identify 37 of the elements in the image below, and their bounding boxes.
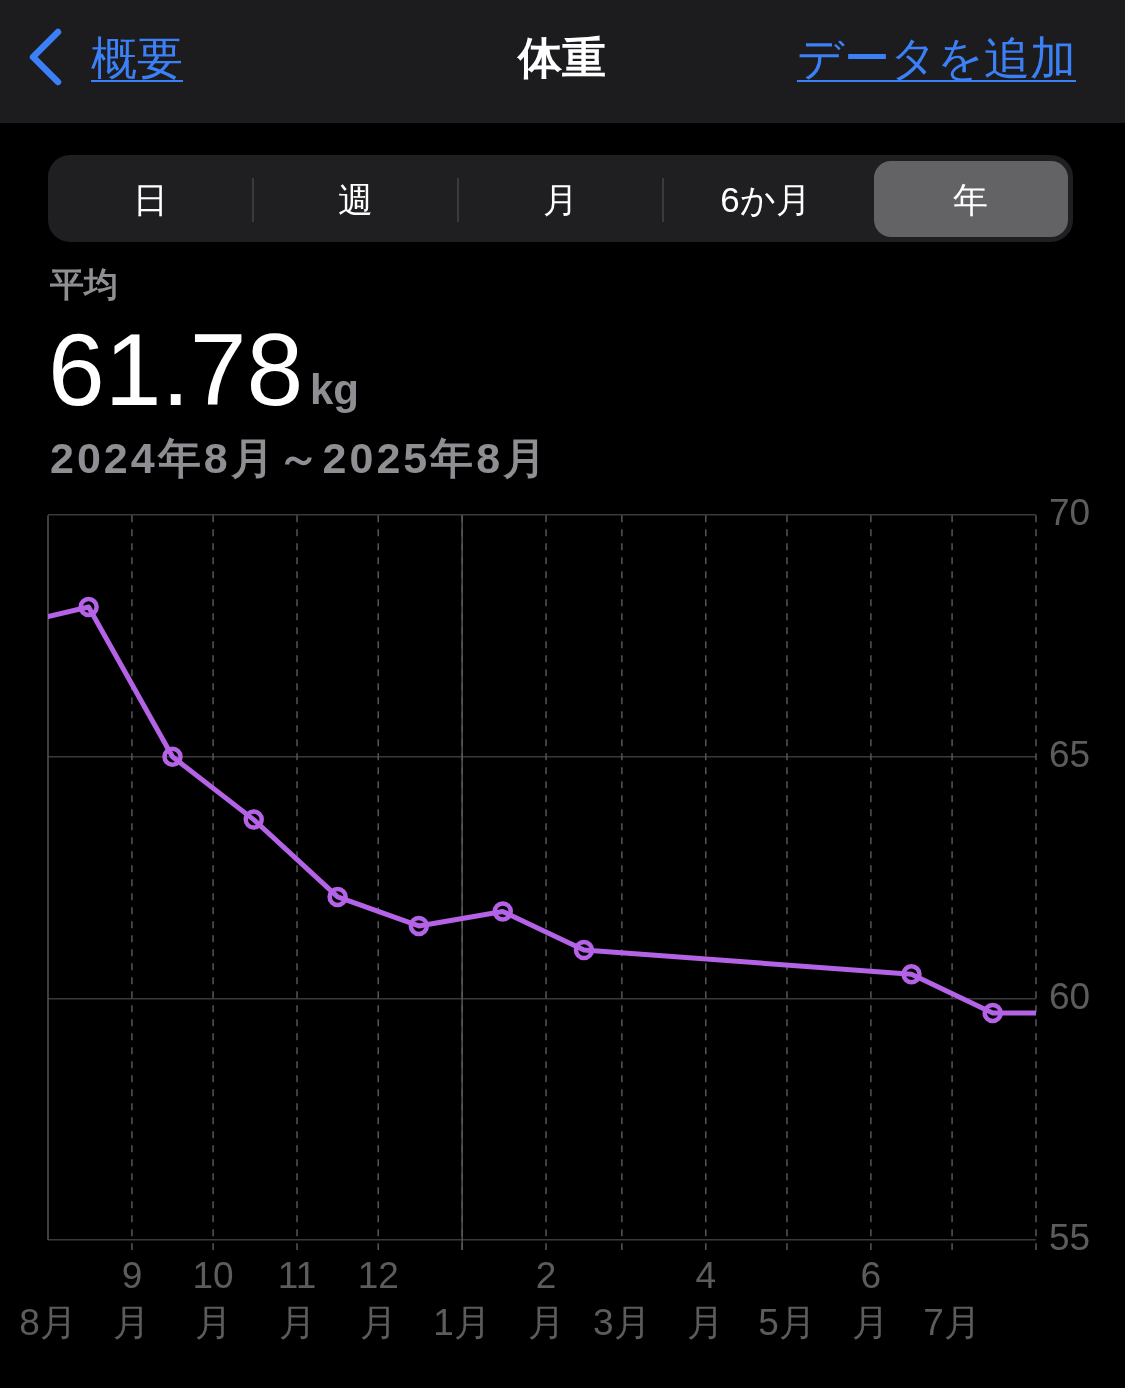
x-tick-label: 10 月	[192, 1254, 234, 1343]
y-tick-label: 70	[1049, 492, 1091, 534]
point	[492, 901, 513, 922]
x-tick-label: 2 月	[527, 1254, 565, 1343]
x-tick-label: 3月	[593, 1301, 651, 1343]
point	[78, 596, 99, 618]
text: 週	[338, 180, 373, 219]
x-tick-label: 9 月	[113, 1254, 151, 1343]
point	[243, 809, 264, 830]
point	[327, 886, 348, 908]
x-tick-label: 1月	[433, 1301, 491, 1343]
y-tick-label: 60	[1049, 975, 1091, 1017]
x-tick-label: 5月	[758, 1301, 816, 1343]
point	[162, 746, 183, 768]
y-tick-label: 65	[1049, 734, 1091, 775]
text: 年	[953, 180, 988, 219]
text: 61.78	[48, 313, 304, 427]
chart-title: 体重	[518, 33, 606, 82]
text: 日	[133, 180, 168, 219]
point	[408, 915, 430, 937]
text: 概要	[91, 32, 183, 84]
x-tick-label: 7月	[923, 1301, 981, 1343]
x-tick-label: 11 月	[277, 1254, 317, 1343]
x-tick-label: 12 月	[357, 1254, 399, 1343]
point	[982, 1002, 1003, 1024]
y-tick-label: 55	[1049, 1217, 1091, 1259]
x-tick-label: 4 月	[687, 1254, 725, 1343]
text: 平均	[50, 265, 118, 303]
point	[901, 963, 922, 985]
point	[573, 939, 595, 961]
text: kg	[310, 366, 360, 413]
text: 月	[543, 180, 578, 219]
text: データを追加	[797, 32, 1076, 84]
chart-subtitle: 2024年8月～2025年8月	[50, 434, 550, 482]
x-tick-label: 6 月	[852, 1254, 890, 1343]
text: 6か月	[720, 180, 811, 219]
x-tick-label: 8月	[19, 1301, 77, 1343]
